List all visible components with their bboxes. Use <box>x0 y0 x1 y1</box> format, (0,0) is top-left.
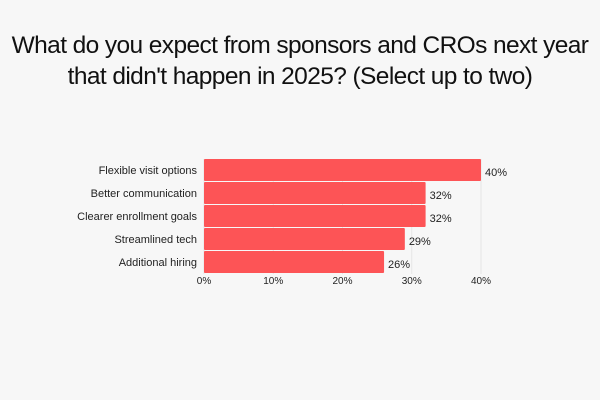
value-label: 32% <box>430 213 452 225</box>
value-label: 32% <box>430 190 452 202</box>
x-tick-label: 30% <box>402 276 422 287</box>
x-tick-label: 0% <box>197 276 212 287</box>
bar <box>204 205 426 227</box>
bar <box>204 159 481 181</box>
value-label: 29% <box>409 236 431 248</box>
category-label: Additional hiring <box>119 257 197 269</box>
value-label: 26% <box>388 259 410 271</box>
bar <box>204 228 405 250</box>
bar <box>204 182 426 204</box>
category-label: Streamlined tech <box>114 234 197 246</box>
x-tick-label: 10% <box>263 276 283 287</box>
category-label: Better communication <box>91 188 197 200</box>
bar <box>204 251 385 273</box>
category-label: Clearer enrollment goals <box>77 211 197 223</box>
chart-title: What do you expect from sponsors and CRO… <box>11 32 589 90</box>
value-label: 40% <box>485 167 507 179</box>
x-tick-label: 40% <box>471 276 491 287</box>
x-tick-label: 20% <box>332 276 352 287</box>
category-label: Flexible visit options <box>99 165 198 177</box>
